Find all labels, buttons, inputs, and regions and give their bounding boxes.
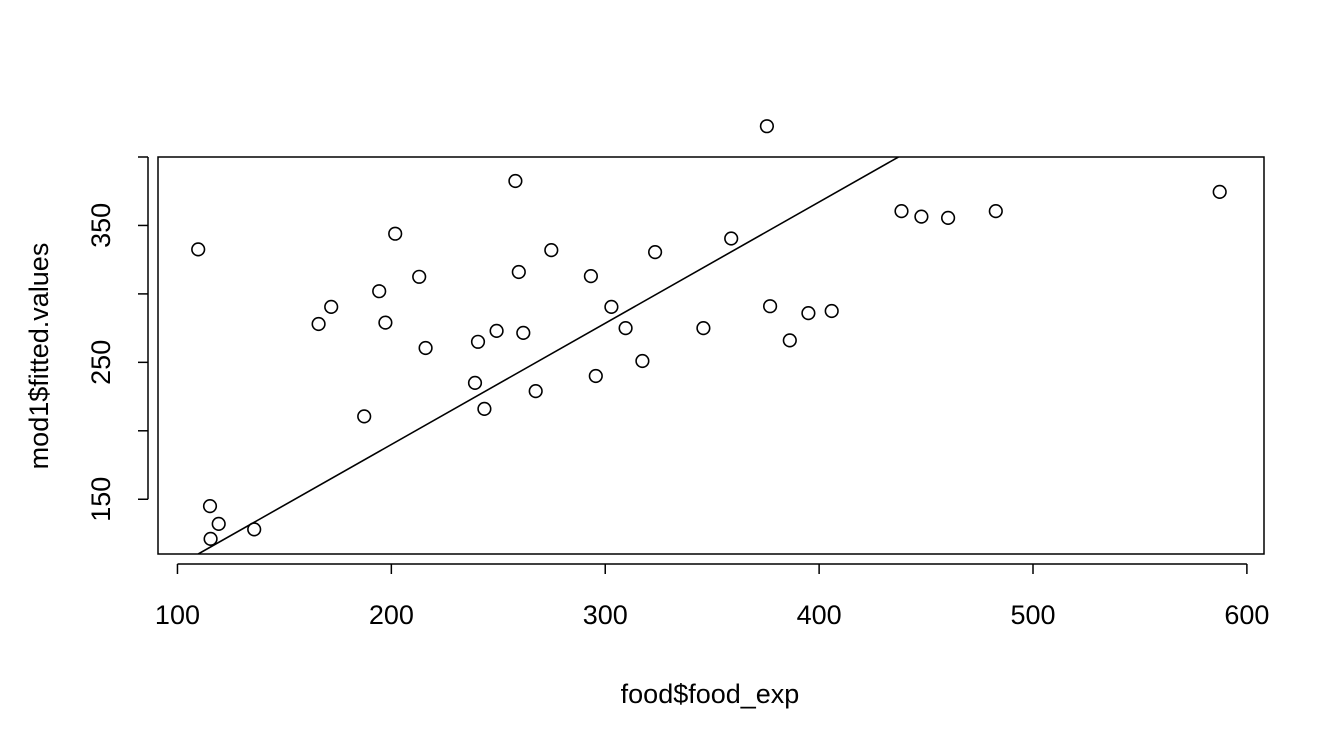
data-point [759, 119, 775, 134]
data-point [388, 226, 403, 241]
data-point [724, 231, 739, 246]
data-point [988, 204, 1003, 219]
data-point [418, 340, 433, 356]
data-point [604, 299, 619, 315]
data-point [762, 299, 778, 314]
data-point [511, 264, 526, 280]
data-point [635, 353, 650, 369]
data-point [202, 499, 218, 514]
data-point [516, 325, 531, 341]
data-point [211, 516, 226, 532]
data-point [782, 333, 797, 348]
data-point [311, 316, 326, 332]
data-point [477, 401, 492, 417]
data-point [203, 531, 218, 547]
y-axis-title: mod1$fitted.values [24, 243, 54, 470]
plot-frame [157, 156, 1265, 555]
data-point [940, 210, 956, 225]
data-point [528, 384, 543, 399]
x-tick-label: 200 [369, 600, 414, 630]
data-point [583, 269, 599, 284]
y-axis: 150 250 350 [86, 156, 149, 522]
data-point [324, 299, 339, 315]
data-point [357, 409, 372, 424]
data-point [378, 315, 393, 330]
y-tick-label: 150 [86, 477, 116, 522]
data-point [372, 284, 387, 299]
data-point [801, 306, 816, 321]
regression-layer [197, 157, 899, 554]
y-tick-label: 350 [86, 203, 116, 248]
data-point [696, 321, 711, 336]
x-tick-label: 400 [797, 600, 842, 630]
data-point [470, 334, 486, 349]
data-point [1212, 184, 1227, 199]
data-point [824, 303, 839, 319]
data-point [894, 204, 909, 219]
data-point [544, 243, 559, 258]
points-layer [191, 119, 1227, 547]
y-tick-label: 250 [86, 340, 116, 385]
data-point [618, 321, 633, 336]
data-point [508, 173, 523, 189]
x-tick-label: 500 [1010, 600, 1055, 630]
regression-line [197, 157, 899, 554]
data-point [191, 242, 206, 257]
x-tick-label: 600 [1224, 600, 1269, 630]
x-axis-title: food$food_exp [621, 679, 800, 709]
data-point [489, 323, 504, 339]
data-point [467, 375, 483, 391]
x-axis: 100 200 300 400 500 600 [155, 563, 1269, 630]
x-tick-label: 100 [155, 600, 200, 630]
data-point [647, 245, 663, 260]
data-point [412, 269, 427, 284]
data-point [588, 368, 603, 384]
x-tick-label: 300 [583, 600, 628, 630]
data-point [914, 209, 929, 224]
